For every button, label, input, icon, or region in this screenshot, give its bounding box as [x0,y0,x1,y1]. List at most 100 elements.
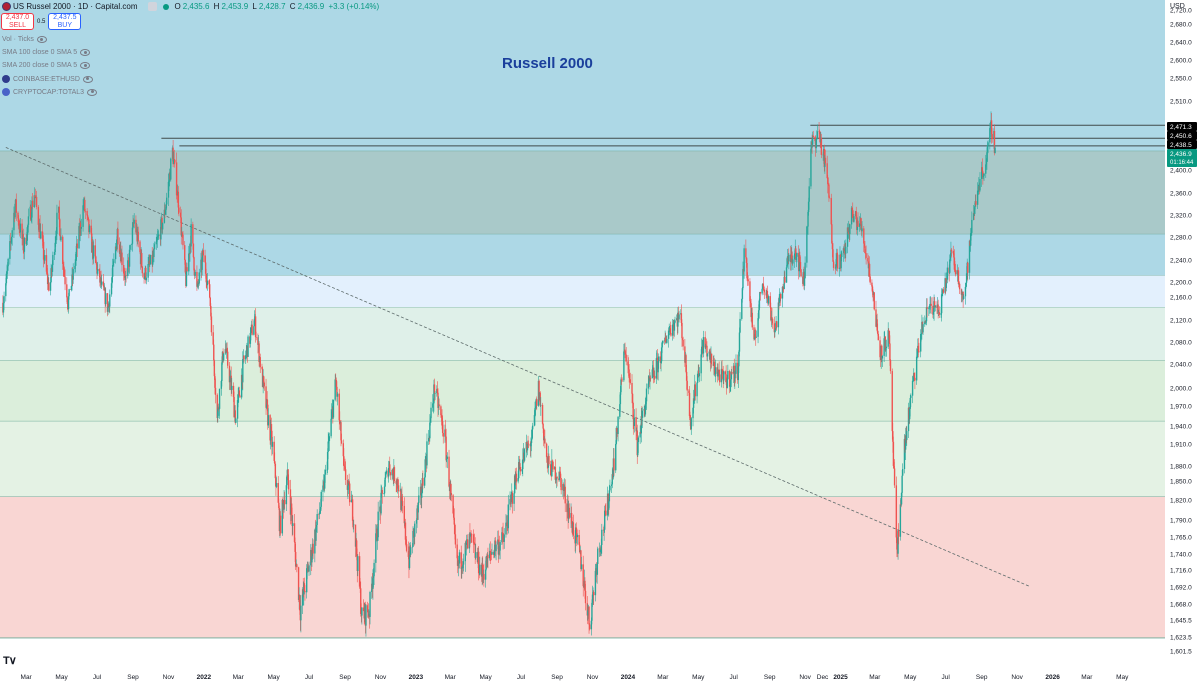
candle-body [247,336,249,357]
candle-body [376,537,379,541]
candle-body [233,396,235,418]
candle-body [808,186,810,202]
candle-body [51,265,53,272]
candle-body [197,283,200,285]
candle-body [229,376,231,383]
candle-body [633,417,636,427]
eye-icon[interactable] [80,62,91,69]
candle-body [355,540,358,557]
candle-body [17,212,19,219]
eye-icon[interactable] [36,36,47,43]
candle-body [509,499,511,505]
x-tick-label: Mar [1081,674,1093,681]
candle-body [361,607,363,616]
candle-body [605,510,607,516]
candle-body [395,481,397,484]
candle-body [324,469,327,475]
candle-body [291,514,293,526]
candle-body [783,276,785,289]
candle-body [137,231,139,242]
candle-body [644,404,647,415]
candle-body [216,394,218,418]
candle-body [98,269,101,272]
candle-body [840,256,842,269]
candle-body [239,395,241,398]
trendline-dashed[interactable] [5,147,1030,587]
eye-icon[interactable] [87,88,98,96]
y-tick-label: 1,668.0 [1170,602,1192,609]
indicator-ethusd[interactable]: COINBASE:ETHUSD [2,75,93,83]
candle-body [521,469,523,472]
settings-square-icon[interactable] [147,2,157,11]
candle-body [221,362,223,381]
symbol-name[interactable]: US Russel 2000 · 1D · Capital.com [13,2,138,11]
candle-body [875,309,877,327]
candle-body [897,530,899,554]
candle-body [281,499,284,534]
candle-body [123,273,126,276]
candle-body [657,361,659,373]
price-axis-bg[interactable] [1165,0,1200,682]
candle-body [721,368,723,370]
candle-body [111,265,114,277]
time-axis-bg[interactable] [0,668,1165,682]
candle-body [835,253,838,267]
candle-body [682,339,684,347]
candle-body [11,230,13,237]
indicator-sma-100[interactable]: SMA 100 close 0 SMA 5 [2,49,91,56]
candle-body [289,489,292,515]
eye-icon[interactable] [82,75,93,83]
candle-body [832,249,834,262]
candle-body [814,137,816,142]
y-tick-label: 2,720.0 [1170,8,1192,15]
candle-body [319,506,322,511]
candle-body [184,245,186,260]
candle-body [719,374,721,383]
candle-body [876,319,878,331]
candle-body [857,220,859,227]
candle-body [807,212,809,227]
candle-body [283,499,285,510]
indicator-sma-200[interactable]: SMA 200 close 0 SMA 5 [2,62,91,69]
candle-body [286,475,288,486]
candle-body [450,493,453,496]
candle-body [541,404,544,424]
candle-body [204,262,207,274]
candle-body [831,243,834,250]
candle-body [424,459,426,478]
candle-body [881,355,884,359]
chart-title: Russell 2000 [502,55,593,72]
y-tick-label: 2,400.0 [1170,168,1192,175]
candle-body [863,228,865,244]
candle-body [132,222,134,228]
candle-body [160,219,162,240]
candle-body [989,128,991,143]
indicator-total3[interactable]: CRYPTOCAP:TOTAL3 [2,88,98,96]
y-tick-label: 2,160.0 [1170,295,1192,302]
candle-body [414,523,416,537]
candle-body [334,379,336,400]
candle-body [594,570,597,596]
candle-body [696,373,699,383]
candle-body [942,289,945,293]
candle-body [770,307,772,321]
candle-body [359,586,361,589]
candle-body [168,180,170,182]
candle-body [784,276,786,283]
candle-body [484,569,487,580]
indicator-volume[interactable]: Vol · Ticks [2,36,47,43]
candle-body [279,515,282,534]
sell-button[interactable]: 2,437.0 SELL [1,13,34,30]
x-tick-label: 2023 [409,674,424,681]
candle-body [301,589,304,606]
candle-body [793,253,796,260]
candle-body [677,312,679,327]
buy-button[interactable]: 2,437.5 BUY [48,13,82,30]
candle-body [917,345,920,352]
tradingview-logo[interactable]: T∨ [3,655,17,667]
candle-body [900,492,903,505]
candle-body [470,533,473,535]
candle-body [217,407,220,410]
eye-icon[interactable] [80,49,91,56]
